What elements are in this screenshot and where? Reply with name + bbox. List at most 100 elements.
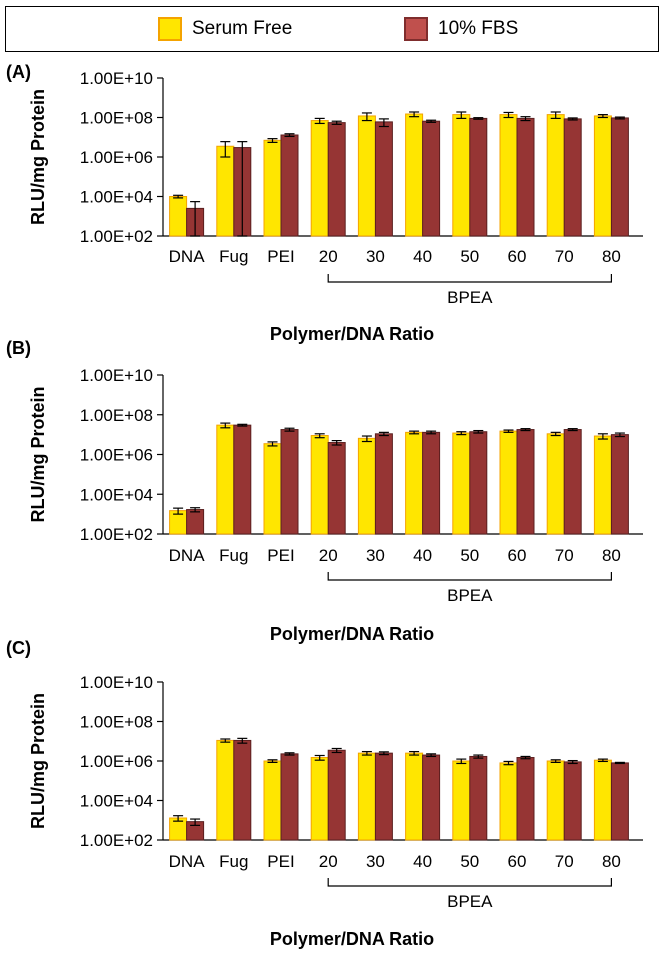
panel-label-0: (A): [6, 62, 31, 82]
x-tick-label-2-8: 70: [555, 852, 574, 871]
y-tick-label-1-4: 1.00E+10: [80, 366, 153, 385]
bar-0-serum-free-3: [310, 120, 329, 237]
bar-0-fbs-3: [327, 122, 346, 237]
bar-2-serum-free-5: [405, 752, 424, 841]
y-tick-label-2-3: 1.00E+08: [80, 713, 153, 732]
bar-1-fbs-1: [233, 424, 252, 535]
bar-2-serum-free-2: [263, 760, 282, 841]
y-tick-label-1-0: 1.00E+02: [80, 525, 153, 544]
bar-2-serum-free-3: [310, 757, 329, 841]
bar-0-serum-free-5: [405, 113, 424, 237]
x-tick-label-1-2: PEI: [267, 546, 294, 565]
x-tick-label-2-6: 50: [460, 852, 479, 871]
bar-1-serum-free-1: [216, 424, 235, 535]
bar-0-fbs-2: [280, 134, 299, 237]
bar-1-serum-free-2: [263, 443, 282, 535]
bar-1-fbs-6: [469, 431, 488, 535]
bar-1-fbs-8: [563, 429, 582, 535]
y-tick-label-0-3: 1.00E+08: [80, 109, 153, 128]
bar-2-serum-free-1: [216, 739, 235, 841]
y-tick-label-2-1: 1.00E+04: [80, 792, 153, 811]
x-tick-label-0-0: DNA: [169, 247, 206, 266]
bar-1-fbs-3: [327, 442, 346, 535]
bar-2-fbs-6: [469, 755, 488, 841]
bar-0-serum-free-8: [546, 114, 565, 237]
bar-0-fbs-4: [374, 121, 393, 237]
bar-0-fbs-8: [563, 118, 582, 237]
panel-label-2: (C): [6, 638, 31, 658]
x-tick-label-1-8: 70: [555, 546, 574, 565]
x-axis-label-1: Polymer/DNA Ratio: [270, 624, 434, 644]
bar-0-serum-free-2: [263, 139, 282, 237]
bar-1-fbs-5: [422, 431, 441, 535]
x-tick-label-0-1: Fug: [219, 247, 248, 266]
bar-0-fbs-7: [516, 117, 535, 237]
bar-1-fbs-9: [610, 434, 629, 535]
bar-0-fbs-5: [422, 120, 441, 237]
x-tick-label-0-4: 30: [366, 247, 385, 266]
legend: Serum Free 10% FBS: [5, 6, 659, 52]
x-tick-label-0-6: 50: [460, 247, 479, 266]
bar-0-fbs-9: [610, 117, 629, 237]
x-tick-label-1-6: 50: [460, 546, 479, 565]
bar-1-fbs-4: [374, 433, 393, 535]
y-tick-label-0-2: 1.00E+06: [80, 148, 153, 167]
x-tick-label-2-1: Fug: [219, 852, 248, 871]
bar-0-serum-free-4: [357, 115, 376, 237]
bar-1-serum-free-4: [357, 437, 376, 535]
bar-2-fbs-8: [563, 761, 582, 841]
bar-1-serum-free-3: [310, 435, 329, 535]
x-tick-label-0-3: 20: [319, 247, 338, 266]
bar-1-serum-free-8: [546, 433, 565, 535]
y-tick-label-2-4: 1.00E+10: [80, 673, 153, 692]
x-tick-label-2-7: 60: [508, 852, 527, 871]
bar-2-serum-free-7: [499, 762, 518, 841]
bar-2-fbs-4: [374, 752, 393, 841]
bar-1-serum-free-6: [452, 432, 471, 535]
y-axis-label-1: RLU/mg Protein: [28, 386, 48, 522]
bar-1-fbs-0: [186, 509, 205, 535]
y-tick-label-1-1: 1.00E+04: [80, 485, 153, 504]
bar-2-serum-free-6: [452, 760, 471, 841]
bar-1-serum-free-9: [593, 435, 612, 535]
y-tick-label-0-4: 1.00E+10: [80, 69, 153, 88]
bar-2-fbs-7: [516, 757, 535, 841]
bar-2-serum-free-4: [357, 752, 376, 841]
bar-2-serum-free-8: [546, 760, 565, 841]
bar-0-serum-free-7: [499, 114, 518, 237]
bar-0-fbs-6: [469, 117, 488, 237]
group-bracket-2: [327, 878, 612, 887]
y-axis-label-2: RLU/mg Protein: [28, 693, 48, 829]
x-tick-label-2-9: 80: [602, 852, 621, 871]
group-label-2: BPEA: [447, 892, 493, 911]
x-tick-label-1-7: 60: [508, 546, 527, 565]
x-tick-label-1-0: DNA: [169, 546, 206, 565]
bar-2-fbs-3: [327, 749, 346, 841]
x-tick-label-2-0: DNA: [169, 852, 206, 871]
x-tick-label-0-5: 40: [413, 247, 432, 266]
x-tick-label-0-2: PEI: [267, 247, 294, 266]
group-bracket-0: [327, 274, 612, 283]
bar-0-serum-free-9: [593, 115, 612, 237]
legend-swatch-fbs: [404, 17, 428, 41]
x-tick-label-1-4: 30: [366, 546, 385, 565]
bar-1-fbs-7: [516, 429, 535, 535]
y-tick-label-0-0: 1.00E+02: [80, 227, 153, 246]
bar-2-fbs-5: [422, 754, 441, 841]
bar-2-fbs-2: [280, 753, 299, 841]
legend-swatch-serum-free: [158, 17, 182, 41]
x-tick-label-0-8: 70: [555, 247, 574, 266]
y-tick-label-2-0: 1.00E+02: [80, 831, 153, 850]
group-label-1: BPEA: [447, 586, 493, 605]
bar-2-serum-free-9: [593, 759, 612, 841]
y-tick-label-0-1: 1.00E+04: [80, 188, 153, 207]
y-tick-label-1-2: 1.00E+06: [80, 446, 153, 465]
x-axis-label-0: Polymer/DNA Ratio: [270, 324, 434, 344]
x-tick-label-2-4: 30: [366, 852, 385, 871]
bar-1-serum-free-5: [405, 431, 424, 535]
y-axis-label-0: RLU/mg Protein: [28, 89, 48, 225]
bar-1-serum-free-7: [499, 430, 518, 535]
x-tick-label-1-1: Fug: [219, 546, 248, 565]
group-label-0: BPEA: [447, 288, 493, 307]
